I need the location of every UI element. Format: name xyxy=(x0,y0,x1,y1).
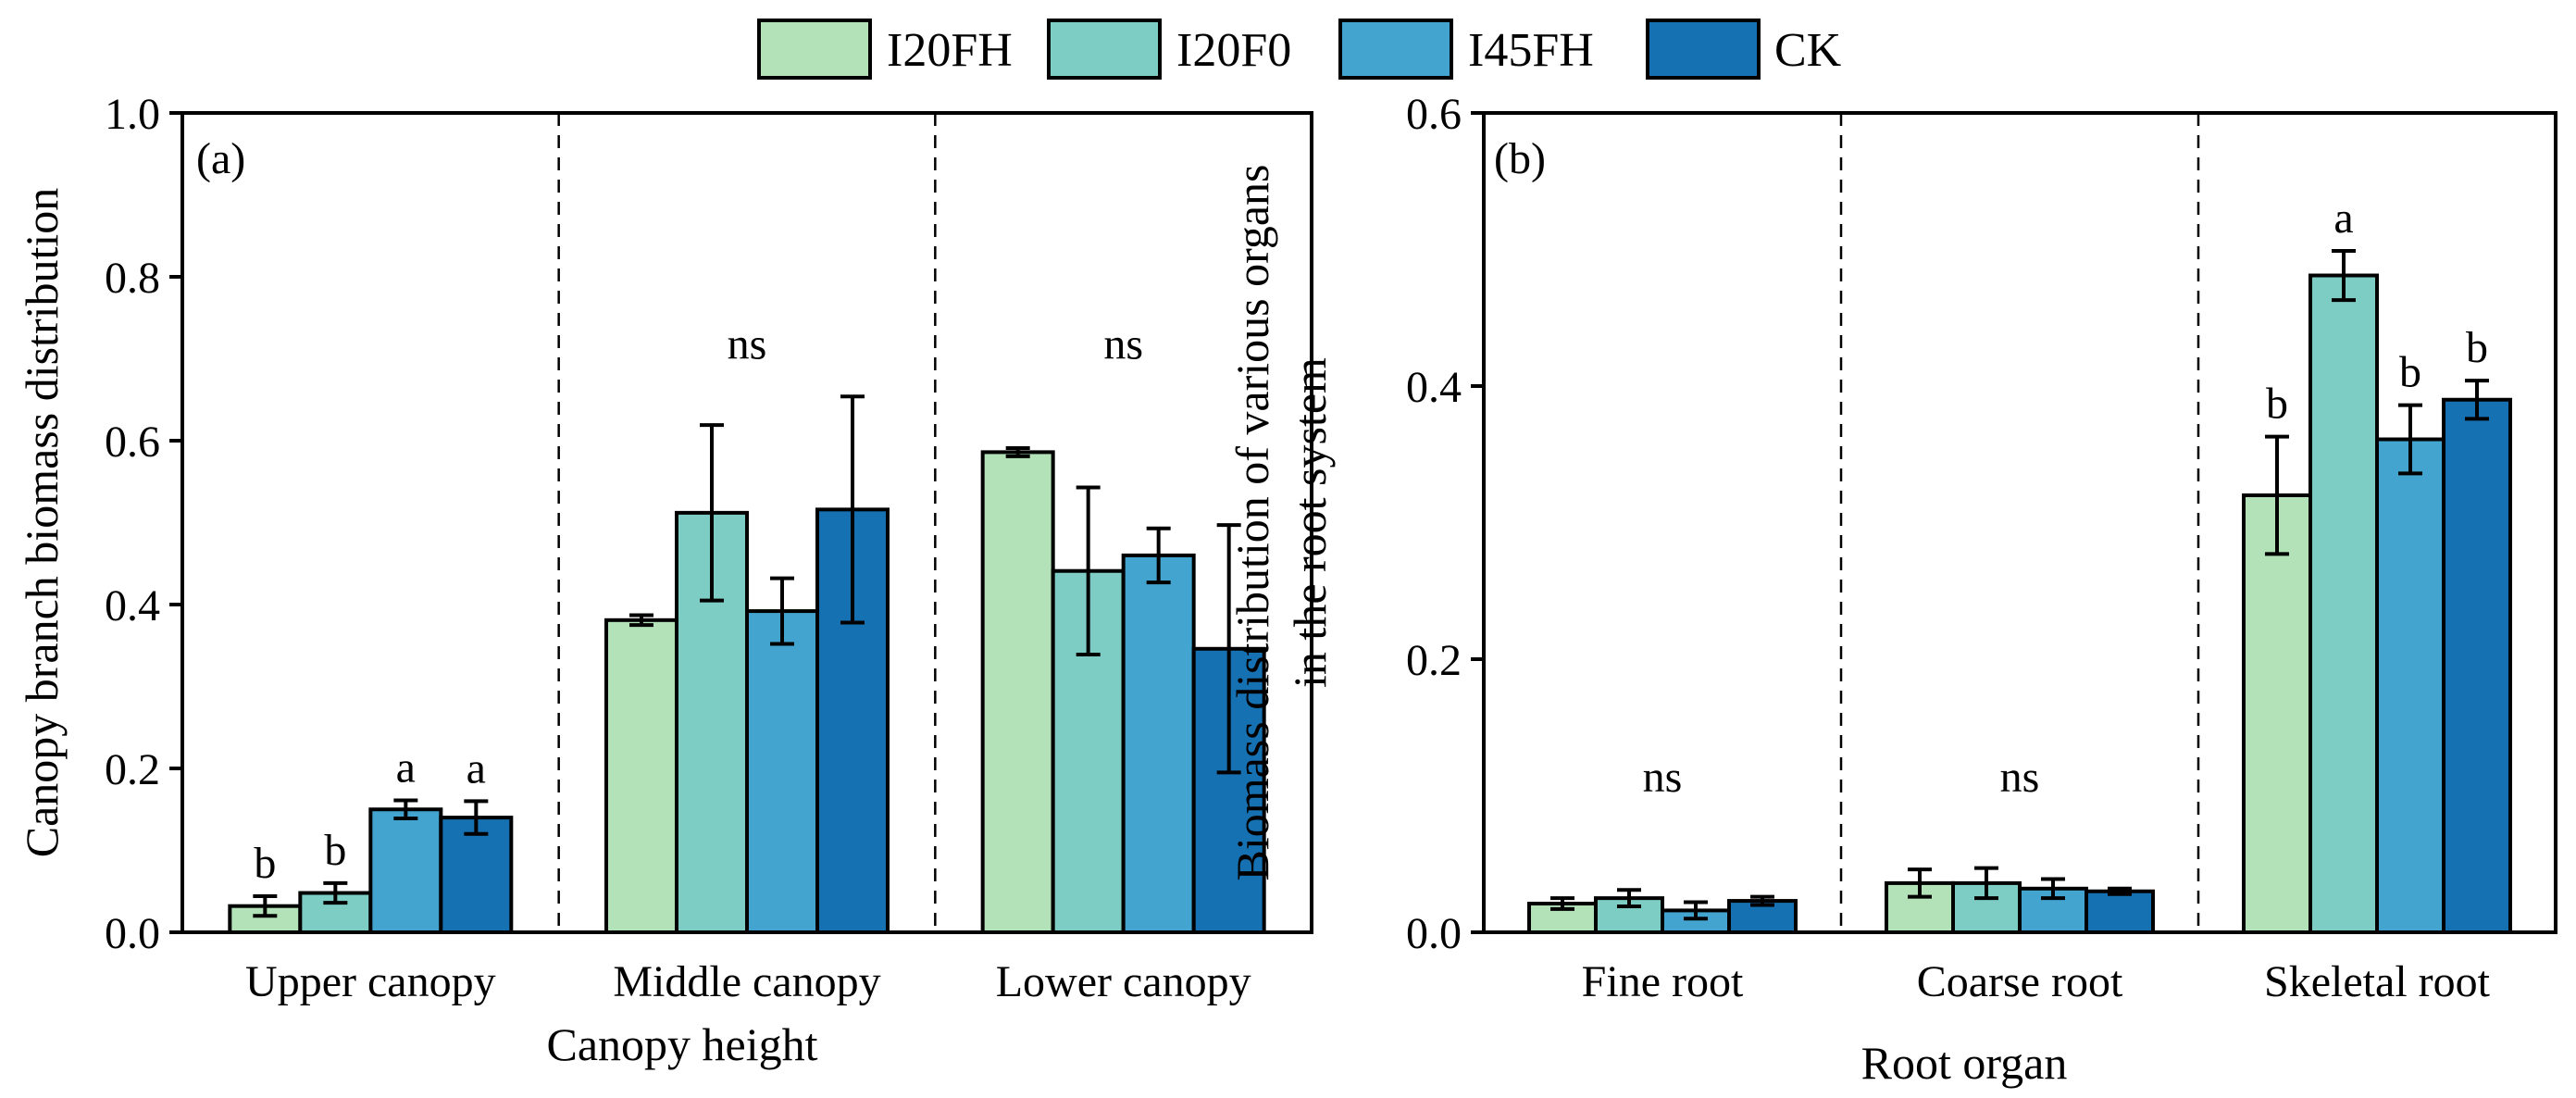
error-bar-ck-lower-canopy xyxy=(1216,523,1241,775)
bar-i45fh-middle-canopy xyxy=(745,609,819,935)
legend-swatch-i45fh xyxy=(1338,19,1453,80)
x-tick-label-fine-root: Fine root xyxy=(1582,957,1744,1006)
error-bar-i20f0-fine-root xyxy=(1617,888,1641,908)
error-bar-i20f0-lower-canopy xyxy=(1076,485,1101,656)
significance-label: b xyxy=(254,839,276,888)
significance-label: b xyxy=(324,826,346,875)
legend-label-i20fh: I20FH xyxy=(887,24,1013,77)
significance-label: ns xyxy=(1643,753,1683,802)
y-tick-label: 0.6 xyxy=(1406,90,1462,139)
significance-label: ns xyxy=(2000,753,2040,802)
legend-label-i45fh: I45FH xyxy=(1468,24,1594,77)
bar-ck-coarse-root xyxy=(2084,889,2155,934)
x-tick-label-skeletal-root: Skeletal root xyxy=(2264,957,2491,1006)
error-bar-i20fh-middle-canopy xyxy=(629,613,653,628)
error-bar-i45fh-lower-canopy xyxy=(1146,526,1171,585)
y-tick-label: 0.8 xyxy=(105,254,160,303)
x-axis-title: Root organ xyxy=(1861,1037,2068,1089)
y-tick-label: 1.0 xyxy=(105,90,160,139)
panel-label: (b) xyxy=(1494,134,1546,183)
error-bar-i45fh-coarse-root xyxy=(2041,877,2065,901)
significance-label: a xyxy=(396,743,416,792)
error-bar-ck-coarse-root xyxy=(2108,886,2132,896)
significance-label: b xyxy=(2399,348,2421,397)
y-tick-label: 0.2 xyxy=(1406,636,1462,685)
plot-frame xyxy=(1482,111,2557,934)
x-tick-label-middle-canopy: Middle canopy xyxy=(613,957,880,1006)
error-bar-i20fh-upper-canopy xyxy=(253,894,278,918)
x-axis-title: Canopy height xyxy=(546,1018,817,1070)
legend-swatch-i20fh xyxy=(757,19,872,80)
y-tick-label: 0.0 xyxy=(105,909,160,958)
error-bar-i20fh-coarse-root xyxy=(1908,867,1932,899)
significance-label: ns xyxy=(728,320,767,369)
significance-label: b xyxy=(2266,380,2288,429)
x-tick-label-upper-canopy: Upper canopy xyxy=(245,957,496,1006)
error-bar-i45fh-upper-canopy xyxy=(393,798,418,820)
error-bar-ck-middle-canopy xyxy=(840,394,865,625)
bar-ck-skeletal-root xyxy=(2442,397,2512,934)
y-tick-label: 0.2 xyxy=(105,745,160,794)
error-bar-ck-fine-root xyxy=(1750,894,1774,907)
error-bar-i20f0-middle-canopy xyxy=(700,423,724,603)
y-axis-title-line: Biomass distribution of various organs xyxy=(1226,164,1278,880)
error-bar-ck-skeletal-root xyxy=(2465,379,2489,421)
bar-i45fh-skeletal-root xyxy=(2375,437,2445,934)
bar-i20fh-middle-canopy xyxy=(604,618,678,934)
x-tick-label-lower-canopy: Lower canopy xyxy=(996,957,1251,1006)
error-bar-i45fh-skeletal-root xyxy=(2398,403,2422,476)
y-axis-title-line: in the root system xyxy=(1284,357,1336,688)
error-bar-i20fh-fine-root xyxy=(1550,896,1574,911)
legend-swatch-ck xyxy=(1646,19,1761,80)
bar-i45fh-upper-canopy xyxy=(368,807,443,934)
significance-label: b xyxy=(2466,323,2488,372)
error-bar-i20f0-upper-canopy xyxy=(323,880,348,905)
error-bar-i20fh-skeletal-root xyxy=(2265,434,2289,556)
error-bar-ck-upper-canopy xyxy=(464,799,489,836)
y-tick-label: 0.4 xyxy=(105,581,160,630)
significance-label: ns xyxy=(1103,320,1143,369)
bar-i45fh-lower-canopy xyxy=(1121,553,1196,935)
error-bar-i45fh-middle-canopy xyxy=(770,576,794,646)
y-tick-label: 0.6 xyxy=(105,418,160,467)
legend-label-ck: CK xyxy=(1774,24,1842,77)
y-tick-label: 0.0 xyxy=(1406,909,1462,958)
significance-label: a xyxy=(2333,193,2353,243)
error-bar-i20f0-skeletal-root xyxy=(2332,248,2356,303)
bar-i20fh-lower-canopy xyxy=(980,450,1055,934)
bar-i20fh-skeletal-root xyxy=(2242,493,2312,934)
y-tick-label: 0.4 xyxy=(1406,363,1462,412)
significance-label: a xyxy=(467,743,486,792)
plot-frame xyxy=(180,111,1313,934)
legend-swatch-i20f0 xyxy=(1047,19,1162,80)
x-tick-label-coarse-root: Coarse root xyxy=(1917,957,2123,1006)
y-axis-title: Canopy branch biomass distribution xyxy=(16,188,68,858)
panel-label: (a) xyxy=(196,134,245,183)
panel-a-canopy-branch-chart: b b a a ns ns 0.0 0.2 0.4 0.6 0.8 1.0 Upper canopy Mi… xyxy=(16,90,1313,1070)
bar-i20f0-skeletal-root xyxy=(2308,273,2379,934)
legend-label-i20f0: I20F0 xyxy=(1176,24,1291,77)
legend: I20FH I20F0 I45FH CK xyxy=(757,19,1842,80)
error-bar-i20fh-lower-canopy xyxy=(1005,445,1030,458)
y-axis-title: Biomass distribution of various organs in… xyxy=(1226,164,1336,880)
error-bar-i45fh-fine-root xyxy=(1684,900,1708,921)
error-bar-i20f0-coarse-root xyxy=(1974,866,1998,901)
